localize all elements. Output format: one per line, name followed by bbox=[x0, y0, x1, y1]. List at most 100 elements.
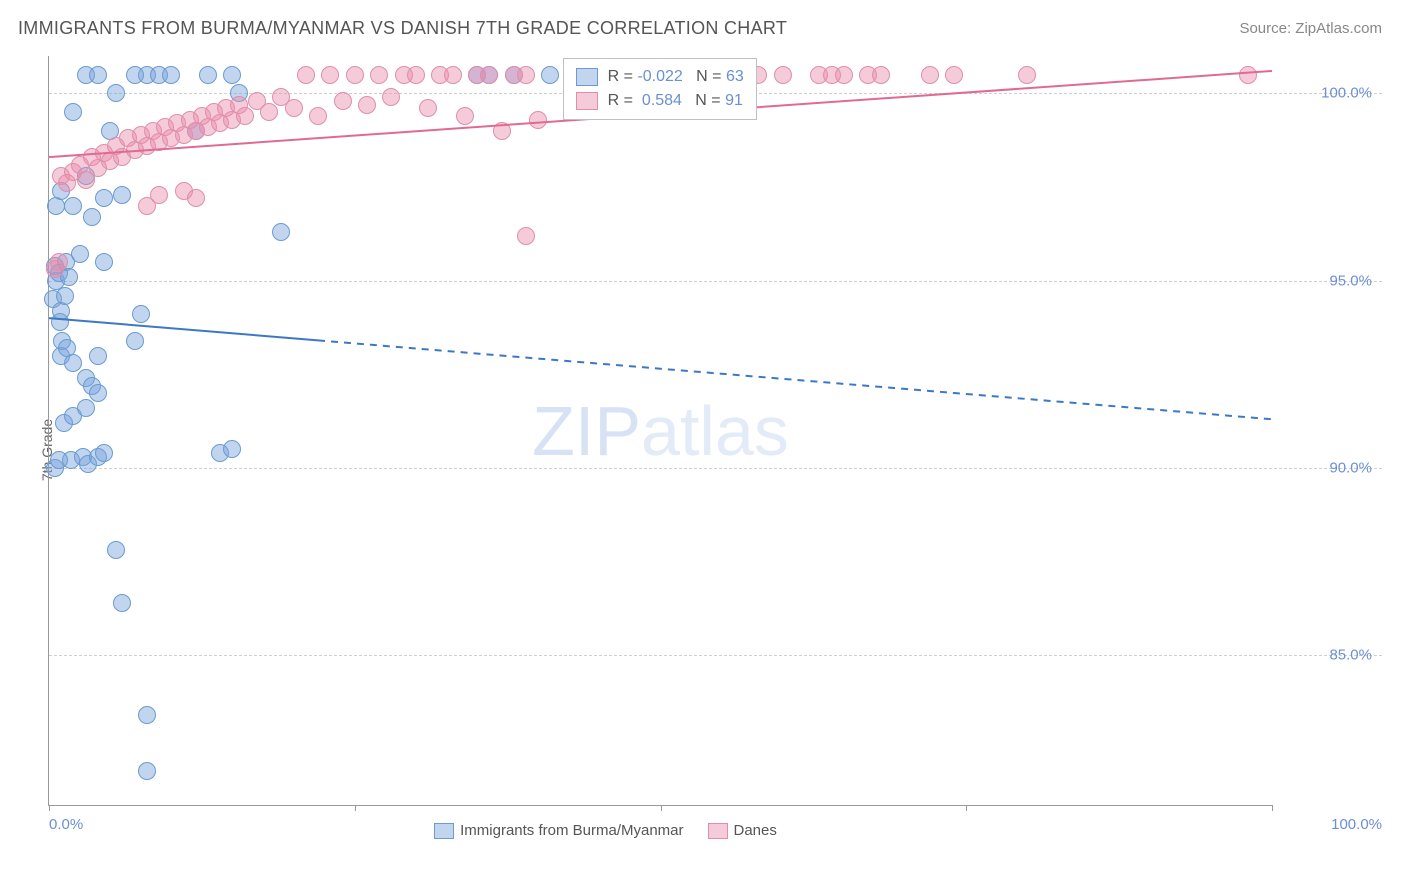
data-point bbox=[272, 223, 290, 241]
data-point bbox=[56, 287, 74, 305]
data-point bbox=[79, 455, 97, 473]
data-point bbox=[138, 762, 156, 780]
source-attribution: Source: ZipAtlas.com bbox=[1239, 20, 1382, 37]
data-point bbox=[138, 706, 156, 724]
data-point bbox=[334, 92, 352, 110]
data-point bbox=[46, 260, 64, 278]
data-point bbox=[77, 167, 95, 185]
data-point bbox=[113, 148, 131, 166]
data-point bbox=[150, 186, 168, 204]
data-point bbox=[77, 171, 95, 189]
data-point bbox=[77, 399, 95, 417]
data-point bbox=[945, 66, 963, 84]
data-point bbox=[132, 126, 150, 144]
data-point bbox=[187, 122, 205, 140]
data-point bbox=[55, 414, 73, 432]
data-point bbox=[168, 114, 186, 132]
legend-label-series-b: Danes bbox=[734, 822, 777, 839]
data-point bbox=[51, 313, 69, 331]
data-point bbox=[859, 66, 877, 84]
data-point bbox=[113, 186, 131, 204]
x-tick bbox=[661, 805, 662, 811]
data-point bbox=[541, 66, 559, 84]
data-point bbox=[46, 257, 64, 275]
y-tick-label: 85.0% bbox=[1282, 647, 1372, 664]
data-point bbox=[260, 103, 278, 121]
data-point bbox=[144, 122, 162, 140]
y-tick-label: 95.0% bbox=[1282, 272, 1372, 289]
data-point bbox=[175, 182, 193, 200]
data-point bbox=[468, 66, 486, 84]
data-point bbox=[193, 107, 211, 125]
data-point bbox=[77, 369, 95, 387]
data-point bbox=[126, 332, 144, 350]
data-point bbox=[407, 66, 425, 84]
data-point bbox=[217, 99, 235, 117]
data-point bbox=[321, 66, 339, 84]
data-point bbox=[230, 96, 248, 114]
data-point bbox=[50, 253, 68, 271]
data-point bbox=[64, 354, 82, 372]
data-point bbox=[162, 129, 180, 147]
data-point bbox=[53, 332, 71, 350]
data-point bbox=[346, 66, 364, 84]
swatch-series-a-icon bbox=[434, 823, 454, 839]
data-point bbox=[419, 99, 437, 117]
data-point bbox=[64, 163, 82, 181]
data-point bbox=[50, 264, 68, 282]
data-point bbox=[83, 208, 101, 226]
data-point bbox=[138, 137, 156, 155]
data-point bbox=[236, 107, 254, 125]
data-point bbox=[358, 96, 376, 114]
data-point bbox=[480, 66, 498, 84]
data-point bbox=[95, 144, 113, 162]
data-point bbox=[1239, 66, 1257, 84]
legend-item-series-a: Immigrants from Burma/Myanmar bbox=[434, 822, 683, 839]
legend-item-series-b: Danes bbox=[708, 822, 777, 839]
data-point bbox=[493, 122, 511, 140]
data-point bbox=[101, 152, 119, 170]
data-point bbox=[872, 66, 890, 84]
x-tick bbox=[49, 805, 50, 811]
stats-row-series-a: R = -0.022 N = 63 bbox=[576, 65, 744, 89]
data-point bbox=[370, 66, 388, 84]
watermark: ZIPatlas bbox=[532, 391, 789, 471]
data-point bbox=[517, 66, 535, 84]
data-point bbox=[64, 197, 82, 215]
gridline bbox=[49, 655, 1382, 656]
x-tick-label: 0.0% bbox=[49, 816, 83, 833]
data-point bbox=[297, 66, 315, 84]
data-point bbox=[823, 66, 841, 84]
data-point bbox=[517, 227, 535, 245]
data-point bbox=[285, 99, 303, 117]
data-point bbox=[223, 66, 241, 84]
swatch-series-a bbox=[576, 68, 598, 86]
data-point bbox=[101, 122, 119, 140]
data-point bbox=[921, 66, 939, 84]
data-point bbox=[181, 111, 199, 129]
data-point bbox=[431, 66, 449, 84]
data-point bbox=[57, 253, 75, 271]
data-point bbox=[309, 107, 327, 125]
data-point bbox=[77, 66, 95, 84]
data-point bbox=[95, 189, 113, 207]
x-tick-label: 100.0% bbox=[1331, 816, 1382, 833]
x-tick bbox=[966, 805, 967, 811]
data-point bbox=[205, 103, 223, 121]
trend-lines bbox=[49, 56, 1272, 805]
data-point bbox=[58, 339, 76, 357]
data-point bbox=[58, 174, 76, 192]
data-point bbox=[119, 129, 137, 147]
data-point bbox=[248, 92, 266, 110]
gridline bbox=[49, 281, 1382, 282]
data-point bbox=[62, 451, 80, 469]
chart-title: IMMIGRANTS FROM BURMA/MYANMAR VS DANISH … bbox=[18, 18, 787, 39]
data-point bbox=[64, 407, 82, 425]
data-point bbox=[52, 167, 70, 185]
data-point bbox=[150, 133, 168, 151]
data-point bbox=[95, 444, 113, 462]
data-point bbox=[774, 66, 792, 84]
data-point bbox=[211, 444, 229, 462]
data-point bbox=[1018, 66, 1036, 84]
data-point bbox=[138, 66, 156, 84]
